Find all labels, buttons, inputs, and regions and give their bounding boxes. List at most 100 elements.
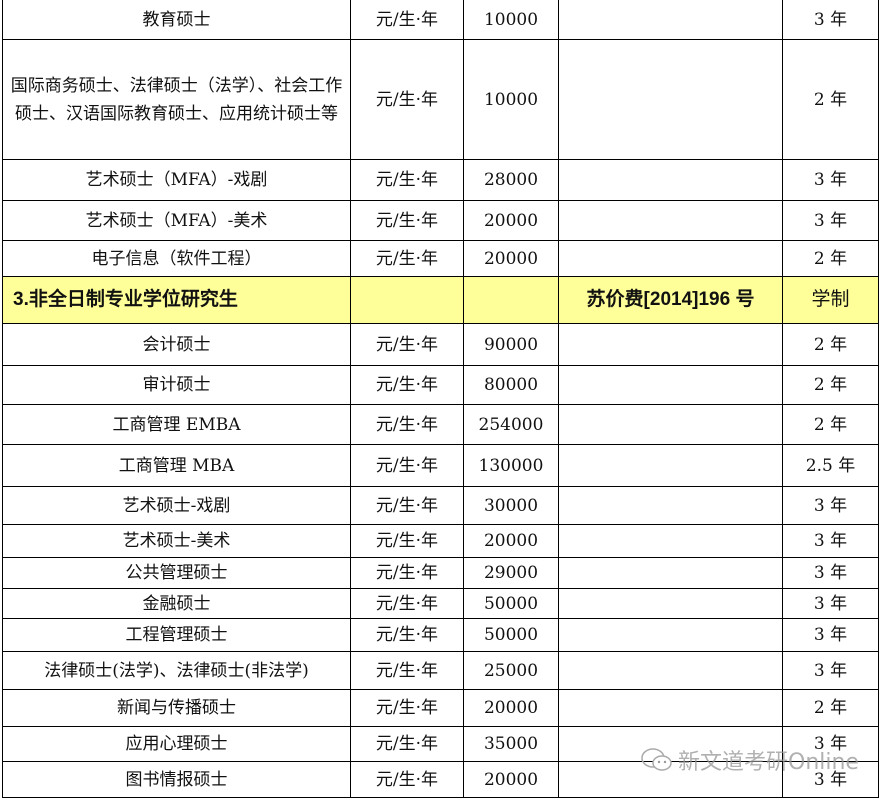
table-row: 艺术硕士（MFA）-美术 元/生·年 20000 3 年 <box>2 200 879 241</box>
cell-name: 艺术硕士-美术 <box>2 524 351 558</box>
cell-fee: 20000 <box>463 240 559 277</box>
cell-doc <box>558 404 783 445</box>
cell-fee: 29000 <box>463 557 559 589</box>
cell-unit: 元/生·年 <box>350 444 464 487</box>
cell-name: 金融硕士 <box>2 588 351 619</box>
watermark: 新文道考研Online <box>640 744 859 776</box>
cell-name: 电子信息（软件工程） <box>2 240 351 277</box>
cell-doc <box>558 200 783 241</box>
cell-years: 2 年 <box>782 240 879 277</box>
table-row: 工商管理 MBA 元/生·年 130000 2.5 年 <box>2 444 879 487</box>
cell-fee: 25000 <box>463 651 559 690</box>
cell-name: 应用心理硕士 <box>2 726 351 762</box>
table-row: 国际商务硕士、法律硕士（法学）、社会工作硕士、汉语国际教育硕士、应用统计硕士等元… <box>2 39 879 160</box>
cell-doc <box>558 524 783 558</box>
cell-doc <box>558 240 783 277</box>
cell-name: 法律硕士(法学)、法律硕士(非法学) <box>2 651 351 690</box>
cell-fee: 50000 <box>463 618 559 652</box>
cell-unit: 元/生·年 <box>350 323 464 366</box>
wechat-icon <box>641 748 672 771</box>
cell-doc <box>558 557 783 589</box>
cell-unit: 元/生·年 <box>350 689 464 727</box>
cell-years: 学制 <box>782 276 879 324</box>
cell-name: 新闻与传播硕士 <box>2 689 351 727</box>
cell-fee: 20000 <box>463 689 559 727</box>
cell-years: 3 年 <box>782 618 879 652</box>
cell-unit: 元/生·年 <box>350 39 464 160</box>
cell-unit: 元/生·年 <box>350 486 464 525</box>
table-row: 工商管理 EMBA 元/生·年 254000 2 年 <box>2 404 879 445</box>
cell-fee: 80000 <box>463 365 559 405</box>
cell-unit: 元/生·年 <box>350 404 464 445</box>
cell-years: 3 年 <box>782 557 879 589</box>
cell-name: 艺术硕士（MFA）-美术 <box>2 200 351 241</box>
cell-years: 3 年 <box>782 524 879 558</box>
cell-fee: 20000 <box>463 761 559 798</box>
watermark-text: 新文道考研Online <box>678 750 859 775</box>
cell-years: 2 年 <box>782 689 879 727</box>
cell-years: 3 年 <box>782 761 879 798</box>
cell-unit: 元/生·年 <box>350 588 464 619</box>
cell-fee: 28000 <box>463 159 559 201</box>
cell-unit: 元/生·年 <box>350 159 464 201</box>
cell-name: 工程管理硕士 <box>2 618 351 652</box>
cell-years: 2.5 年 <box>782 444 879 487</box>
cell-unit: 元/生·年 <box>350 240 464 277</box>
cell-years: 3 年 <box>782 486 879 525</box>
cell-doc <box>558 323 783 366</box>
table-row: 金融硕士 元/生·年 50000 3 年 <box>2 588 879 619</box>
cell-unit: 元/生·年 <box>350 365 464 405</box>
cell-name: 图书情报硕士 <box>2 761 351 798</box>
cell-unit <box>350 276 464 324</box>
table-row: 教育硕士 元/生·年 10000 3 年 <box>2 0 879 40</box>
table-row: 法律硕士(法学)、法律硕士(非法学) 元/生·年 25000 3 年 <box>2 651 879 690</box>
cell-years: 2 年 <box>782 365 879 405</box>
cell-years: 3 年 <box>782 0 879 40</box>
cell-years: 2 年 <box>782 323 879 366</box>
cell-unit: 元/生·年 <box>350 557 464 589</box>
cell-doc <box>558 159 783 201</box>
cell-fee: 130000 <box>463 444 559 487</box>
table-row: 新闻与传播硕士 元/生·年 20000 2 年 <box>2 689 879 727</box>
cell-years: 3 年 <box>782 651 879 690</box>
cell-years: 3 年 <box>782 588 879 619</box>
cell-fee: 30000 <box>463 486 559 525</box>
cell-unit: 元/生·年 <box>350 0 464 40</box>
table-row: 艺术硕士（MFA）-戏剧 元/生·年 28000 3 年 <box>2 159 879 201</box>
cell-name: 教育硕士 <box>2 0 351 40</box>
cell-doc <box>558 726 783 762</box>
cell-unit: 元/生·年 <box>350 761 464 798</box>
cell-fee: 35000 <box>463 726 559 762</box>
cell-doc <box>558 486 783 525</box>
cell-name: 工商管理 EMBA <box>2 404 351 445</box>
cell-unit: 元/生·年 <box>350 726 464 762</box>
table-row: 艺术硕士-美术 元/生·年 20000 3 年 <box>2 524 879 558</box>
cell-doc <box>558 588 783 619</box>
cell-years: 2 年 <box>782 404 879 445</box>
cell-fee <box>463 276 559 324</box>
table-row: 公共管理硕士 元/生·年 29000 3 年 <box>2 557 879 589</box>
cell-name: 公共管理硕士 <box>2 557 351 589</box>
cell-doc: 苏价费[2014]196 号 <box>558 276 783 324</box>
section-row: 3.非全日制专业学位研究生 苏价费[2014]196 号学制 <box>2 276 879 324</box>
cell-unit: 元/生·年 <box>350 651 464 690</box>
cell-unit: 元/生·年 <box>350 618 464 652</box>
table-row: 艺术硕士-戏剧 元/生·年 30000 3 年 <box>2 486 879 525</box>
cell-fee: 254000 <box>463 404 559 445</box>
cell-fee: 10000 <box>463 0 559 40</box>
cell-fee: 20000 <box>463 200 559 241</box>
cell-unit: 元/生·年 <box>350 200 464 241</box>
cell-years: 3 年 <box>782 159 879 201</box>
cell-name: 3.非全日制专业学位研究生 <box>2 276 351 324</box>
table-row: 图书情报硕士 元/生·年 20000 3 年 <box>2 761 879 798</box>
cell-name: 会计硕士 <box>2 323 351 366</box>
cell-unit: 元/生·年 <box>350 524 464 558</box>
cell-doc <box>558 365 783 405</box>
cell-doc <box>558 444 783 487</box>
table-row: 会计硕士 元/生·年 90000 2 年 <box>2 323 879 366</box>
table-row: 审计硕士 元/生·年 80000 2 年 <box>2 365 879 405</box>
cell-name: 艺术硕士-戏剧 <box>2 486 351 525</box>
cell-years: 3 年 <box>782 200 879 241</box>
table-row: 工程管理硕士 元/生·年 50000 3 年 <box>2 618 879 652</box>
